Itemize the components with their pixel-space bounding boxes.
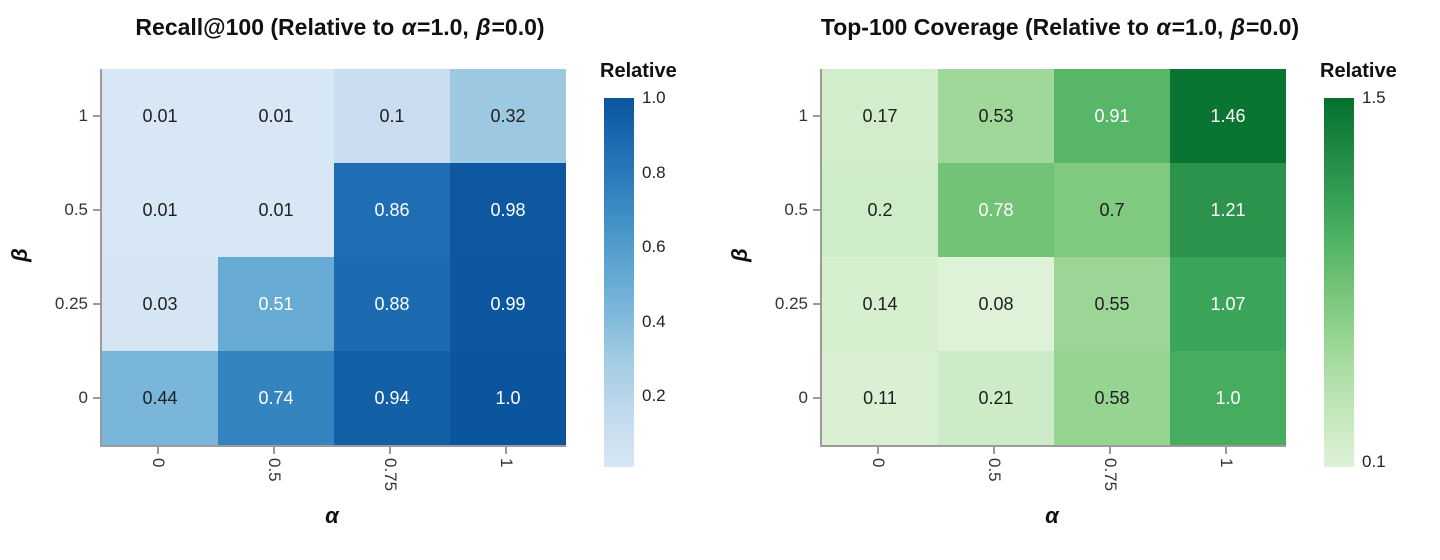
y-tick-label: 0 <box>78 388 88 407</box>
y-tick-label: 0.5 <box>64 200 88 219</box>
heatmap-cell: 0.58 <box>1054 351 1170 445</box>
x-tick-mark <box>1109 447 1111 454</box>
heatmap-cell: 0.14 <box>822 257 938 351</box>
heatmap-cell: 0.88 <box>334 257 450 351</box>
y-tick-mark <box>813 303 820 305</box>
colorbar-tick-label: 0.6 <box>642 237 666 257</box>
heatmap-cell: 0.51 <box>218 257 334 351</box>
heatmap-cell: 0.2 <box>822 163 938 257</box>
y-tick-mark <box>813 115 820 117</box>
heatmap-cell: 0.94 <box>334 351 450 445</box>
heatmap-cell: 0.44 <box>102 351 218 445</box>
x-tick-label: 0.5 <box>265 458 284 482</box>
heatmap-cell: 0.91 <box>1054 69 1170 163</box>
y-tick-label: 1 <box>78 106 88 125</box>
recall-heatmap-panel: Recall@100 (Relative to α=1.0, β=0.0) β … <box>7 14 677 528</box>
heatmap-grid: 0.01 0.01 0.1 0.32 0.01 0.01 0.86 0.98 0.03 0.51 0… <box>100 69 566 447</box>
x-axis-label: α <box>325 503 339 528</box>
colorbar-tick-label: 0.1 <box>1362 451 1386 471</box>
x-tick-label: 0.75 <box>381 458 400 492</box>
heatmap-cell: 0.32 <box>450 69 566 163</box>
x-tick-label: 0 <box>869 458 888 468</box>
heatmap-cell: 0.7 <box>1054 163 1170 257</box>
heatmap-cell: 0.78 <box>938 163 1054 257</box>
x-tick-mark <box>157 447 159 454</box>
y-tick-mark <box>813 209 820 211</box>
heatmap-cell: 1.0 <box>1170 351 1286 445</box>
heatmap-cell: 0.08 <box>938 257 1054 351</box>
heatmap-cell: 0.01 <box>102 163 218 257</box>
heatmap-cell: 0.55 <box>1054 257 1170 351</box>
colorbar-title: Relative <box>1320 60 1397 82</box>
x-tick-label: 0 <box>149 458 168 468</box>
x-tick-mark <box>505 447 507 454</box>
heatmap-cell: 0.74 <box>218 351 334 445</box>
y-tick-mark <box>93 115 100 117</box>
x-tick-mark <box>1225 447 1227 454</box>
y-tick-mark <box>93 209 100 211</box>
colorbar-tick-label: 0.4 <box>642 311 666 331</box>
heatmap-cell: 0.11 <box>822 351 938 445</box>
heatmap-cell: 0.21 <box>938 351 1054 445</box>
y-tick-label: 0.25 <box>54 294 88 313</box>
colorbar-tick-label: 0.2 <box>642 386 666 406</box>
colorbar-tick-label: 0.8 <box>642 162 666 182</box>
y-tick-label: 0.5 <box>784 200 808 219</box>
y-axis-label: β <box>7 248 32 262</box>
x-tick-mark <box>993 447 995 454</box>
y-tick-label: 1 <box>798 106 808 125</box>
x-axis-label: α <box>1045 503 1059 528</box>
y-tick-label: 0.25 <box>774 294 808 313</box>
heatmap-cell: 0.99 <box>450 257 566 351</box>
x-tick-mark <box>877 447 879 454</box>
heatmap-cell: 0.01 <box>102 69 218 163</box>
heatmap-cell: 1.0 <box>450 351 566 445</box>
colorbar-tick-label: 1.0 <box>642 88 666 107</box>
y-tick-label: 0 <box>798 388 808 407</box>
y-tick-mark <box>813 397 820 399</box>
y-tick-mark <box>93 303 100 305</box>
heatmap-cell: 0.53 <box>938 69 1054 163</box>
x-tick-label: 1 <box>1217 458 1236 468</box>
colorbar <box>604 98 634 467</box>
heatmap-cell: 1.21 <box>1170 163 1286 257</box>
y-tick-mark <box>93 397 100 399</box>
chart-title: Recall@100 (Relative to α=1.0, β=0.0) <box>135 14 545 40</box>
coverage-heatmap-panel: Top-100 Coverage (Relative to α=1.0, β=0… <box>720 0 1440 560</box>
heatmap-cell: 0.1 <box>334 69 450 163</box>
heatmap-cell: 1.46 <box>1170 69 1286 163</box>
heatmap-cell: 0.01 <box>218 163 334 257</box>
y-axis-label: β <box>727 248 752 262</box>
colorbar-tick-label: 1.5 <box>1362 88 1386 107</box>
heatmap-cell: 0.17 <box>822 69 938 163</box>
x-tick-label: 1 <box>497 458 516 468</box>
heatmap-grid: 0.17 0.53 0.91 1.46 0.2 0.78 0.7 1.21 0.14 0.08 0.… <box>820 69 1286 447</box>
heatmap-cell: 0.86 <box>334 163 450 257</box>
heatmap-cell: 0.03 <box>102 257 218 351</box>
heatmap-cell: 1.07 <box>1170 257 1286 351</box>
chart-title: Top-100 Coverage (Relative to α=1.0, β=0… <box>820 14 1300 40</box>
x-tick-label: 0.75 <box>1101 458 1120 492</box>
heatmap-cell: 0.98 <box>450 163 566 257</box>
heatmap-cell: 0.01 <box>218 69 334 163</box>
colorbar-title: Relative <box>600 60 677 82</box>
x-tick-mark <box>389 447 391 454</box>
x-tick-mark <box>273 447 275 454</box>
x-tick-label: 0.5 <box>985 458 1004 482</box>
colorbar <box>1324 98 1354 467</box>
